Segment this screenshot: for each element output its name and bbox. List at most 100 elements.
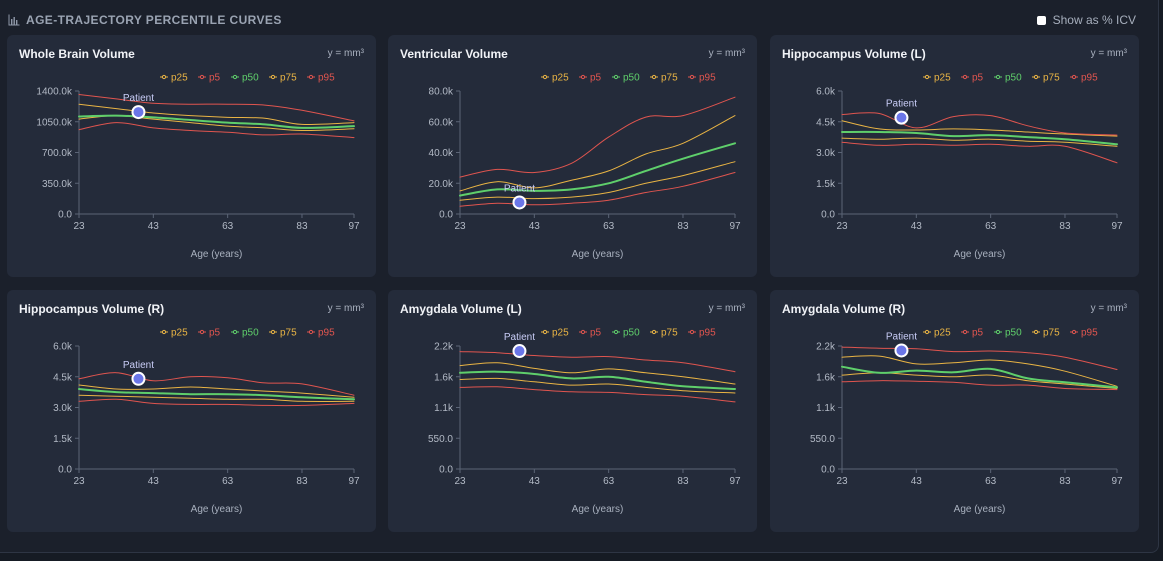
legend-label: p50 — [242, 73, 259, 84]
show-icv-toggle[interactable]: Show as % ICV — [1036, 13, 1136, 27]
series-line-p50 — [841, 130, 1118, 146]
legend-label: p5 — [209, 73, 221, 84]
x-tick-label: 63 — [222, 476, 234, 487]
legend-item-p50[interactable]: p50 — [612, 328, 640, 339]
legend-item-p95[interactable]: p95 — [688, 328, 716, 339]
legend-swatch-dot — [232, 74, 238, 80]
x-tick-label: 83 — [296, 476, 308, 487]
legend-item-p95[interactable]: p95 — [1070, 73, 1098, 84]
y-tick-label: 4.5k — [53, 372, 73, 383]
legend-item-p50[interactable]: p50 — [994, 73, 1022, 84]
legend-item-p25[interactable]: p25 — [923, 73, 951, 84]
y-tick-label: 2.2k — [816, 342, 836, 353]
chart-plot: 0.0 350.0k 700.0k 1050.0k 1400.0k 23 43 63 83 97 A… — [36, 73, 360, 261]
legend-label: p50 — [623, 73, 640, 84]
show-icv-checkbox[interactable] — [1036, 15, 1046, 25]
x-tick-label: 63 — [985, 476, 997, 487]
legend-item-p75[interactable]: p75 — [650, 73, 678, 84]
chart-panel-amygdala-right: Amygdala Volume (R) y = mm³ 0.0 550.0 1.1k… — [770, 290, 1139, 532]
patient-marker[interactable] — [894, 343, 909, 358]
legend-item-p5[interactable]: p5 — [579, 73, 602, 84]
legend-item-p95[interactable]: p95 — [1070, 328, 1098, 339]
y-tick-label: 0.0 — [58, 210, 72, 221]
x-tick-label: 23 — [73, 476, 85, 487]
legend-swatch-dot — [232, 329, 238, 335]
patient-marker[interactable] — [131, 105, 146, 120]
legend-item-p5[interactable]: p5 — [198, 73, 221, 84]
legend-item-p50[interactable]: p50 — [612, 73, 640, 84]
series-line-p25 — [459, 161, 736, 201]
y-tick-label: 0.0 — [58, 465, 72, 476]
chart-plot: 0.0 550.0 1.1k 1.6k 2.2k 23 43 63 83 97 Age (years… — [810, 328, 1123, 516]
chart-title: Ventricular Volume — [400, 47, 508, 61]
legend-item-p75[interactable]: p75 — [1032, 73, 1060, 84]
patient-label: Patient — [886, 99, 917, 110]
legend-item-p75[interactable]: p75 — [650, 328, 678, 339]
chart-unit: y = mm³ — [1090, 48, 1127, 59]
legend-label: p75 — [280, 73, 297, 84]
series-line-p95 — [78, 94, 355, 122]
series-line-p95 — [841, 112, 1118, 136]
legend-swatch-dot — [924, 74, 930, 80]
patient-marker[interactable] — [894, 110, 909, 125]
legend-item-p50[interactable]: p50 — [231, 73, 259, 84]
x-tick-label: 63 — [222, 221, 234, 232]
legend-item-p5[interactable]: p5 — [961, 73, 984, 84]
y-tick-label: 700.0k — [42, 148, 73, 159]
legend-item-p50[interactable]: p50 — [231, 328, 259, 339]
legend-item-p25[interactable]: p25 — [541, 73, 569, 84]
y-tick-label: 0.0 — [439, 210, 453, 221]
series-line-p5 — [78, 122, 355, 139]
legend-swatch-dot — [542, 329, 548, 335]
y-tick-label: 2.2k — [434, 342, 454, 353]
series-line-p25 — [841, 137, 1118, 147]
patient-marker[interactable] — [512, 344, 527, 359]
x-tick-label: 43 — [911, 221, 923, 232]
legend-item-p25[interactable]: p25 — [923, 328, 951, 339]
series-line-p5 — [78, 398, 355, 407]
legend-label: p50 — [1005, 328, 1022, 339]
y-tick-label: 1.6k — [816, 372, 836, 383]
section-header: AGE-TRAJECTORY PERCENTILE CURVES Show as… — [8, 10, 1136, 30]
y-tick-label: 3.0k — [816, 148, 836, 159]
legend-swatch-dot — [199, 329, 205, 335]
legend-item-p75[interactable]: p75 — [269, 73, 297, 84]
x-tick-label: 43 — [148, 476, 160, 487]
legend-item-p5[interactable]: p5 — [579, 328, 602, 339]
series-line-p5 — [459, 172, 736, 207]
legend-swatch-dot — [580, 74, 586, 80]
x-tick-label: 83 — [1059, 476, 1071, 487]
legend-item-p50[interactable]: p50 — [994, 328, 1022, 339]
series-line-p75 — [459, 115, 736, 192]
chart-title: Hippocampus Volume (R) — [19, 302, 165, 316]
x-axis-label: Age (years) — [191, 249, 243, 260]
legend-item-p75[interactable]: p75 — [1032, 328, 1060, 339]
legend-item-p5[interactable]: p5 — [198, 328, 221, 339]
y-tick-label: 4.5k — [816, 117, 836, 128]
chart-panel-ventricular: Ventricular Volume y = mm³ 0.0 20.0k 40.0k… — [388, 35, 757, 277]
legend-label: p95 — [1081, 73, 1098, 84]
legend-item-p25[interactable]: p25 — [541, 328, 569, 339]
chart-unit: y = mm³ — [327, 48, 364, 59]
legend-item-p95[interactable]: p95 — [688, 73, 716, 84]
x-tick-label: 83 — [296, 221, 308, 232]
patient-label: Patient — [886, 331, 917, 342]
series-line-p75 — [78, 103, 355, 126]
x-tick-label: 97 — [1111, 221, 1123, 232]
legend-item-p75[interactable]: p75 — [269, 328, 297, 339]
patient-marker[interactable] — [131, 371, 146, 386]
chart-plot: 0.0 20.0k 40.0k 60.0k 80.0k 23 43 63 83 97 Age (ye… — [429, 73, 741, 261]
legend-item-p25[interactable]: p25 — [160, 328, 188, 339]
legend-item-p5[interactable]: p5 — [961, 328, 984, 339]
chart-panel-hippocampus-left: Hippocampus Volume (L) y = mm³ 0.0 1.5k 3.… — [770, 35, 1139, 277]
legend-item-p25[interactable]: p25 — [160, 73, 188, 84]
series-line-p95 — [459, 96, 736, 178]
patient-marker[interactable] — [512, 195, 527, 210]
chart-title: Whole Brain Volume — [19, 47, 135, 61]
y-tick-label: 20.0k — [429, 179, 454, 190]
y-tick-label: 80.0k — [429, 87, 454, 98]
legend-item-p95[interactable]: p95 — [307, 73, 335, 84]
legend-label: p5 — [972, 328, 984, 339]
legend-item-p95[interactable]: p95 — [307, 328, 335, 339]
series-line-p50 — [841, 365, 1118, 389]
